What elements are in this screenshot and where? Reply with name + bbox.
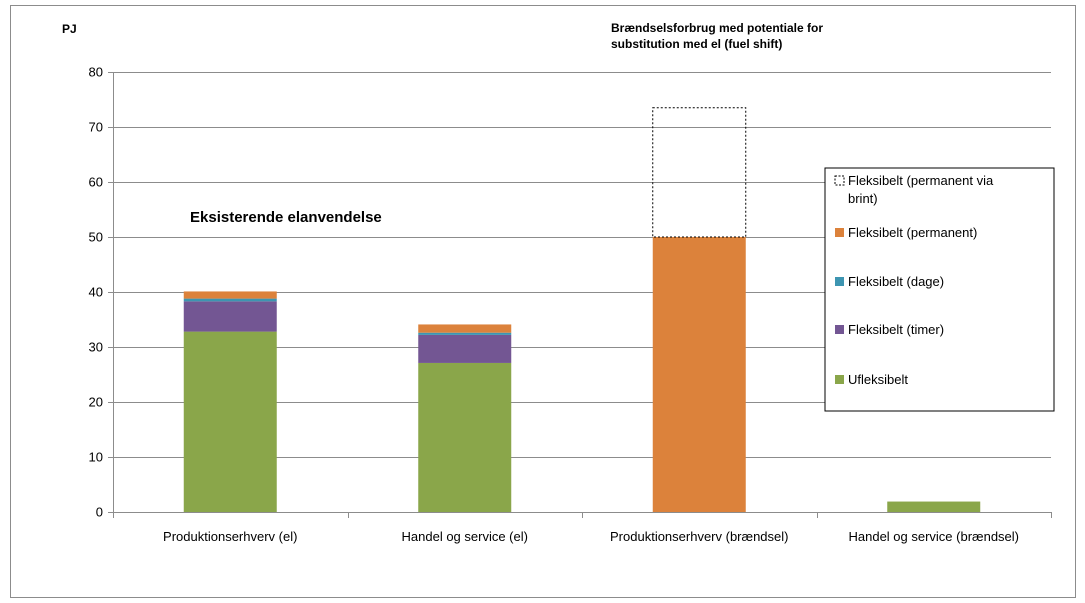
- existing-use-annotation: Eksisterende elanvendelse: [190, 209, 382, 226]
- y-tick-label: 70: [89, 120, 103, 135]
- legend-label: Fleksibelt (permanent): [848, 225, 977, 240]
- legend-swatch: [835, 325, 844, 334]
- bar-segment: [183, 298, 277, 302]
- y-unit-label: PJ: [62, 22, 77, 36]
- bar-segment: [418, 332, 512, 335]
- legend-swatch: [835, 228, 844, 237]
- y-tick-label: 30: [89, 340, 103, 355]
- axes: [108, 72, 1052, 518]
- x-category-label: Handel og service (brændsel): [848, 529, 1019, 544]
- x-category-label: Produktionserhverv (brændsel): [610, 529, 788, 544]
- bar-segment: [183, 301, 277, 332]
- bar-segment: [418, 324, 512, 333]
- legend: Fleksibelt (permanent via brint) Fleksibel…: [824, 167, 1055, 412]
- y-tick-label: 80: [89, 65, 103, 80]
- chart-title-line-1: Brændselsforbrug med potentiale for: [611, 21, 823, 35]
- bar-segment: [418, 362, 512, 512]
- bar-segment: [887, 501, 981, 512]
- y-axis-ticks: 0 10 20 30 40 50 60 70 80: [89, 65, 103, 520]
- legend-label: Ufleksibelt: [848, 372, 908, 387]
- y-tick-label: 0: [96, 505, 103, 520]
- bar-segment: [183, 331, 277, 512]
- bars: [183, 107, 981, 512]
- x-axis-categories: Produktionserhverv (el) Handel og service…: [163, 529, 1019, 544]
- y-tick-label: 10: [89, 450, 103, 465]
- x-category-label: Produktionserhverv (el): [163, 529, 297, 544]
- legend-swatch: [835, 277, 844, 286]
- legend-label: Fleksibelt (timer): [848, 322, 944, 337]
- legend-swatch: [835, 375, 844, 384]
- legend-box: [824, 167, 1055, 412]
- y-tick-label: 50: [89, 230, 103, 245]
- y-tick-label: 40: [89, 285, 103, 300]
- y-tick-label: 20: [89, 395, 103, 410]
- bar-segment: [652, 237, 746, 512]
- y-tick-label: 60: [89, 175, 103, 190]
- legend-label: Fleksibelt (permanent via: [848, 173, 994, 188]
- legend-swatch: [834, 175, 845, 186]
- legend-label: Fleksibelt (dage): [848, 274, 944, 289]
- chart-title-line-2: substitution med el (fuel shift): [611, 37, 782, 51]
- x-category-label: Handel og service (el): [402, 529, 528, 544]
- bar-segment: [418, 334, 512, 363]
- bar-segment: [652, 107, 747, 238]
- bar-segment: [183, 291, 277, 299]
- legend-label: brint): [848, 191, 878, 206]
